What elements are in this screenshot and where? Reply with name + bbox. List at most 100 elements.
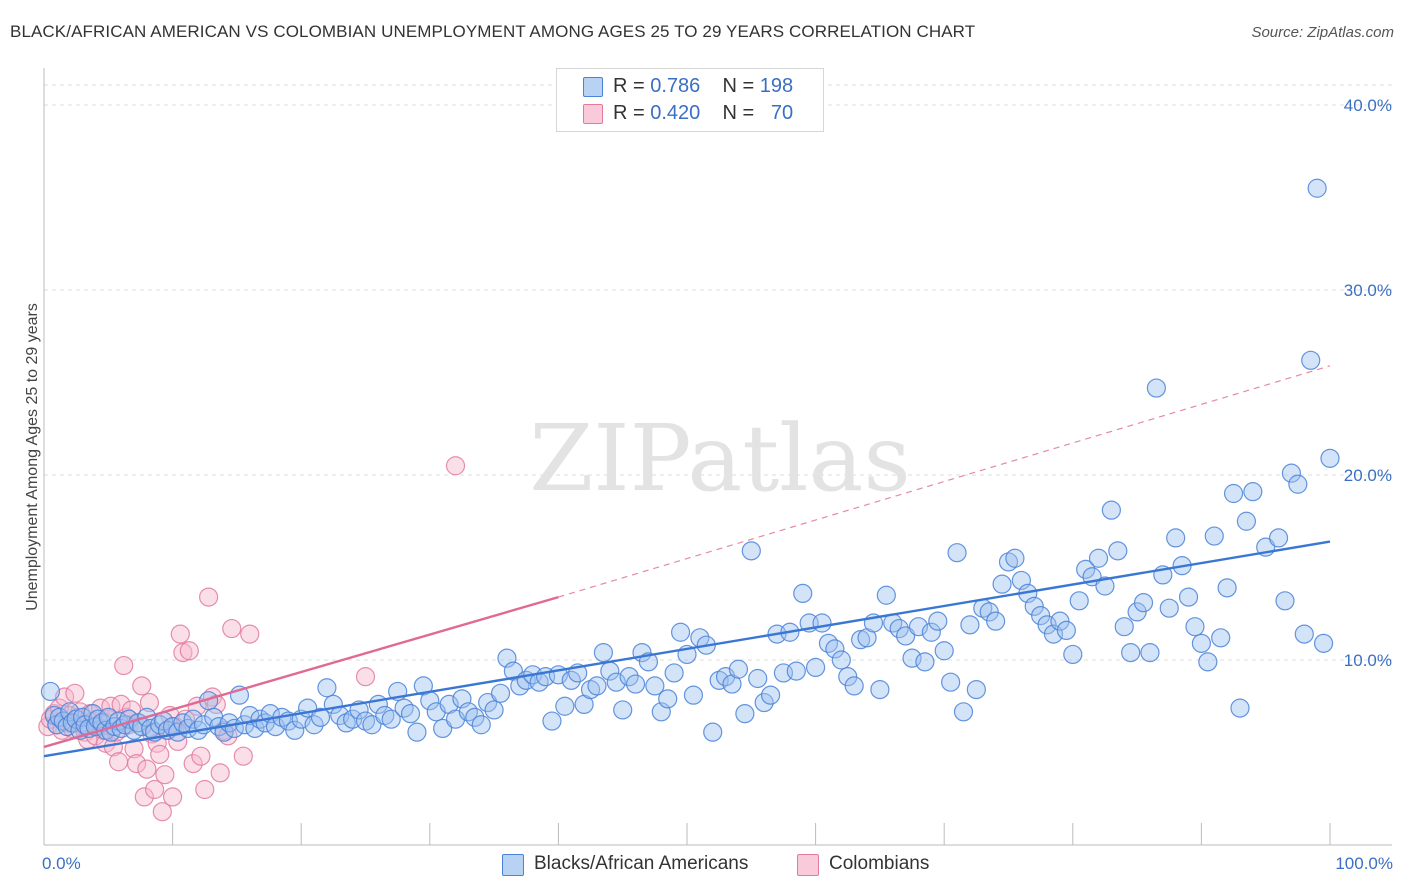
data-point	[1191, 633, 1212, 653]
data-point	[902, 648, 922, 668]
data-point	[741, 541, 761, 561]
data-point	[478, 692, 498, 713]
data-point	[163, 787, 183, 807]
data-point	[953, 702, 974, 722]
data-point	[114, 655, 134, 676]
legend-swatch-pink	[583, 104, 603, 124]
data-point	[407, 722, 427, 742]
legend-swatch-pink	[797, 854, 819, 876]
data-point	[1005, 548, 1025, 568]
data-point	[1159, 598, 1179, 618]
data-point	[703, 722, 723, 742]
legend-swatch-blue	[502, 854, 524, 876]
trend-line-blacks	[43, 540, 1331, 758]
data-point	[812, 613, 832, 633]
data-point	[760, 685, 781, 705]
series-legend: Blacks/African Americans Colombians	[0, 852, 1406, 878]
data-point	[233, 746, 253, 766]
data-point	[593, 642, 614, 663]
grid-lines	[44, 84, 1392, 661]
data-point	[664, 663, 684, 683]
source-label: Source: ZipAtlas.com	[1251, 24, 1394, 41]
data-point	[144, 779, 165, 800]
data-point	[1095, 576, 1115, 596]
data-point	[1281, 463, 1302, 483]
data-point	[1069, 591, 1089, 611]
data-point	[183, 753, 203, 774]
data-point	[889, 618, 909, 639]
data-point	[831, 650, 851, 670]
data-point	[1198, 652, 1218, 672]
data-point	[754, 692, 774, 713]
data-point	[793, 583, 813, 604]
data-point	[310, 707, 331, 727]
data-point	[1288, 474, 1308, 494]
data-point	[555, 696, 575, 716]
data-point	[134, 787, 154, 807]
y-tick-label: 20.0%	[1344, 466, 1392, 485]
data-point	[400, 704, 421, 724]
data-point	[362, 715, 382, 735]
data-point	[786, 661, 806, 681]
data-point	[870, 679, 890, 700]
data-point	[199, 587, 219, 607]
axes	[43, 68, 1392, 846]
data-point	[72, 707, 93, 727]
legend-item-label: Blacks/African Americans	[534, 853, 749, 874]
data-point	[179, 641, 199, 661]
colombians-points	[38, 456, 466, 822]
data-point	[484, 700, 504, 720]
data-point	[587, 676, 607, 696]
blacks-points	[40, 178, 1340, 742]
data-point	[838, 667, 858, 687]
data-point	[619, 667, 639, 687]
n-label: N =	[722, 75, 755, 97]
y-tick-label: 30.0%	[1344, 281, 1392, 300]
r-label: R =	[613, 75, 645, 97]
data-point	[947, 543, 967, 563]
data-point	[132, 676, 152, 696]
watermark: ZIPatlas	[529, 405, 910, 512]
data-point	[152, 802, 172, 822]
data-point	[1243, 482, 1263, 502]
chart-title: BLACK/AFRICAN AMERICAN VS COLOMBIAN UNEM…	[10, 22, 976, 41]
data-point	[915, 652, 935, 672]
data-point	[960, 615, 980, 635]
data-point	[445, 456, 466, 476]
data-point	[1063, 644, 1083, 665]
x-tick-label: 0.0%	[42, 854, 81, 873]
data-point	[966, 679, 986, 700]
data-point	[876, 585, 896, 605]
data-point	[1088, 548, 1109, 568]
data-point	[979, 602, 999, 622]
data-point	[638, 652, 659, 672]
data-point	[825, 639, 845, 659]
data-point	[986, 611, 1006, 631]
trend-line-colombians-extended	[558, 365, 1331, 598]
data-point	[490, 683, 511, 703]
data-point	[126, 753, 147, 774]
data-point	[1037, 615, 1057, 635]
data-point	[1166, 528, 1186, 548]
x-tick-labels: 0.0% 100.0%	[42, 854, 1393, 873]
y-axis-label: Unemployment Among Ages 25 to 29 years	[24, 303, 41, 611]
data-point	[1146, 378, 1166, 398]
data-point	[155, 765, 175, 785]
data-point	[728, 659, 749, 679]
data-point	[1024, 596, 1044, 616]
data-point	[851, 630, 871, 650]
data-point	[670, 622, 691, 642]
legend-row-text: R = 0.786 N = 198	[613, 75, 793, 98]
data-point	[471, 715, 491, 735]
data-point	[1140, 642, 1160, 663]
data-point	[170, 624, 190, 644]
data-point	[195, 779, 215, 800]
data-point	[921, 622, 941, 642]
n-value: 70	[770, 102, 794, 124]
data-point	[1031, 605, 1051, 626]
data-point	[54, 687, 75, 707]
data-point	[1050, 611, 1070, 631]
data-point	[683, 685, 704, 705]
legend-swatch-blue	[583, 77, 603, 97]
